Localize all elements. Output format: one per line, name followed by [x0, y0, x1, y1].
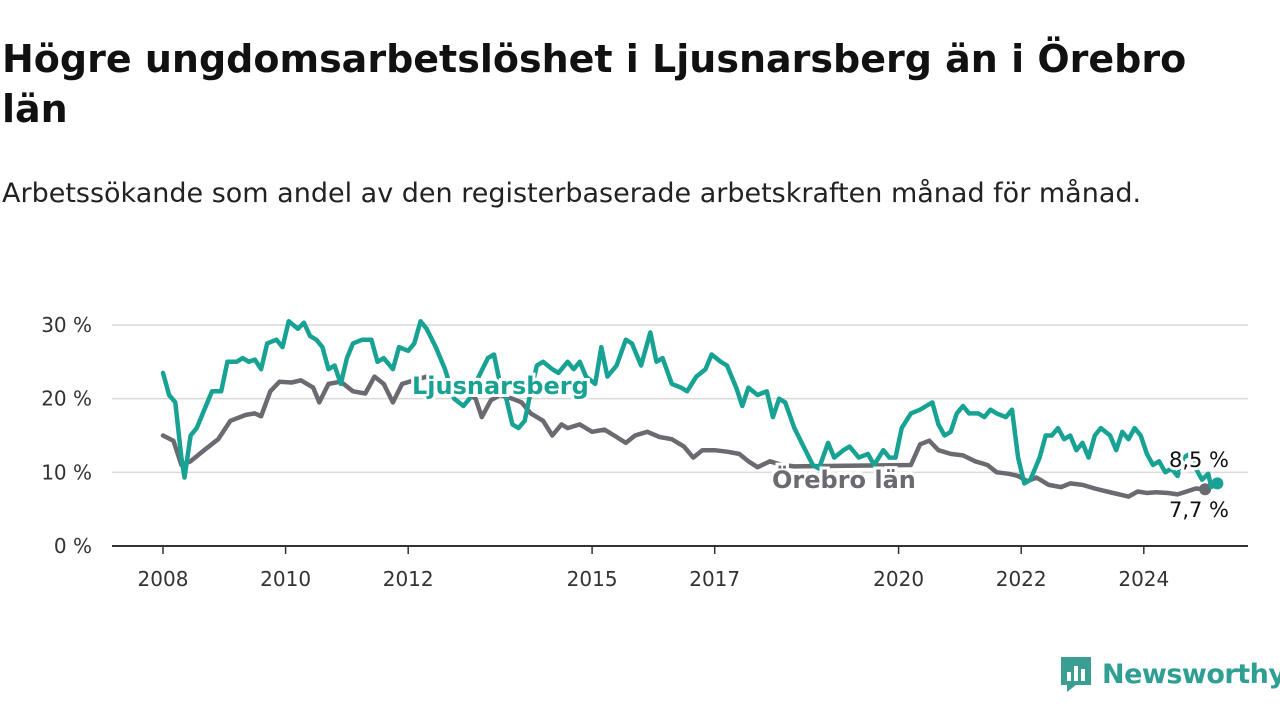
- series-line-ljusnarsberg: [160, 319, 1220, 490]
- y-tick-label: 0 %: [54, 534, 92, 558]
- end-value-orebro-lan: 7,7 %: [1169, 498, 1229, 522]
- y-tick-label: 10 %: [41, 460, 92, 484]
- series-labels: Ljusnarsberg Örebro län 8,5 % 7,7 %: [409, 369, 1232, 525]
- y-axis-ticks: 0 % 10 % 20 % 30 %: [41, 313, 92, 558]
- x-tick-label: 2010: [260, 567, 311, 591]
- y-tick-label: 30 %: [41, 313, 92, 337]
- brand-name: Newsworthy: [1102, 658, 1280, 690]
- newsworthy-logo-icon: [1061, 657, 1091, 692]
- x-tick-label: 2020: [873, 567, 924, 591]
- series-label-orebro-lan: Örebro län: [772, 464, 916, 494]
- x-tick-label: 2015: [567, 567, 618, 591]
- series-line-orebro-lan: [160, 374, 1208, 499]
- chart-subtitle: Arbetssökande som andel av den registerb…: [2, 178, 1142, 209]
- chart-title: Högre ungdomsarbetslöshet i Ljusnarsberg…: [2, 37, 1187, 131]
- x-tick-label: 2024: [1118, 567, 1169, 591]
- x-axis-ticks: 2008 2010 2012 2015 2017 2020 2022 2024: [138, 546, 1169, 591]
- end-value-ljusnarsberg: 8,5 %: [1169, 448, 1229, 472]
- series-end-point: [1199, 483, 1212, 496]
- series-lines: [160, 319, 1224, 499]
- x-tick-label: 2008: [138, 567, 189, 591]
- x-tick-label: 2017: [689, 567, 740, 591]
- x-tick-label: 2012: [383, 567, 434, 591]
- y-tick-label: 20 %: [41, 387, 92, 411]
- series-end-point: [1211, 477, 1224, 490]
- series-label-ljusnarsberg: Ljusnarsberg: [412, 372, 589, 400]
- x-tick-label: 2022: [996, 567, 1047, 591]
- newsworthy-brand: Newsworthy: [1058, 652, 1280, 696]
